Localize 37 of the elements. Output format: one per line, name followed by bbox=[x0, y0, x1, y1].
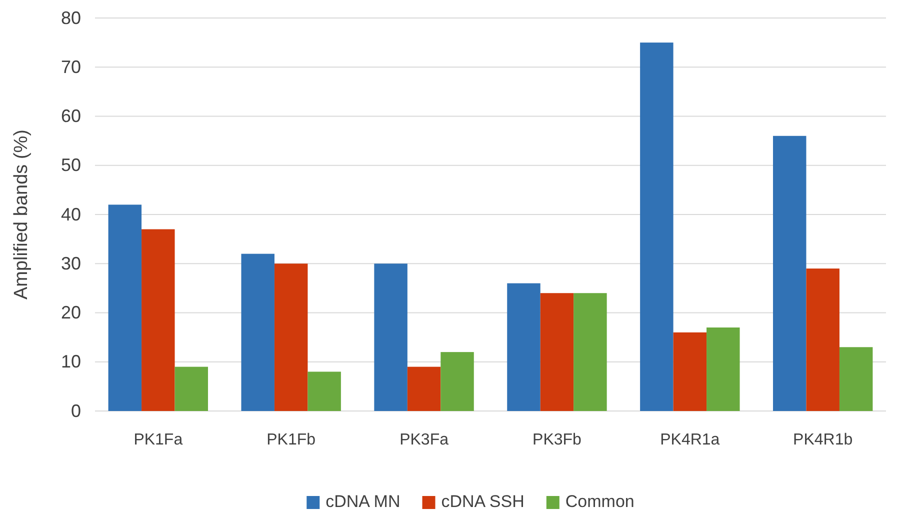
x-tick-label: PK3Fa bbox=[400, 431, 449, 448]
bar bbox=[108, 204, 142, 411]
bar bbox=[540, 293, 574, 411]
bar bbox=[142, 229, 175, 411]
bar bbox=[308, 372, 341, 411]
x-tick-label: PK4R1a bbox=[660, 431, 720, 448]
x-tick-label: PK3Fb bbox=[532, 431, 582, 448]
y-axis-title: Amplified bands (%) bbox=[11, 129, 32, 300]
y-tick-label: 50 bbox=[60, 155, 81, 176]
bar bbox=[174, 366, 208, 411]
bar bbox=[274, 264, 308, 411]
bar bbox=[507, 283, 540, 411]
bar bbox=[806, 268, 840, 411]
legend-label: cDNA SSH bbox=[441, 492, 524, 511]
y-tick-label: 60 bbox=[60, 106, 81, 126]
bar bbox=[374, 264, 408, 411]
y-tick-label: 30 bbox=[60, 253, 81, 274]
bar bbox=[773, 136, 806, 411]
x-tick-label: PK1Fb bbox=[266, 431, 316, 448]
y-tick-label: 40 bbox=[60, 204, 81, 224]
y-tick-label: 0 bbox=[70, 400, 81, 421]
bar bbox=[241, 254, 274, 411]
bar bbox=[574, 293, 607, 411]
y-tick-label: 80 bbox=[60, 8, 81, 28]
y-tick-label: 70 bbox=[60, 56, 81, 77]
bar bbox=[706, 327, 740, 411]
bar bbox=[640, 42, 674, 411]
bar bbox=[839, 347, 873, 411]
legend-label: cDNA MN bbox=[326, 492, 400, 511]
x-tick-label: PK1Fa bbox=[134, 431, 183, 448]
bar bbox=[440, 352, 474, 411]
y-tick-label: 10 bbox=[60, 352, 81, 372]
x-tick-label: PK4R1b bbox=[793, 431, 853, 448]
legend-label: Common bbox=[565, 492, 634, 511]
bar bbox=[673, 332, 707, 411]
y-tick-label: 20 bbox=[60, 302, 81, 323]
bar bbox=[407, 366, 441, 411]
